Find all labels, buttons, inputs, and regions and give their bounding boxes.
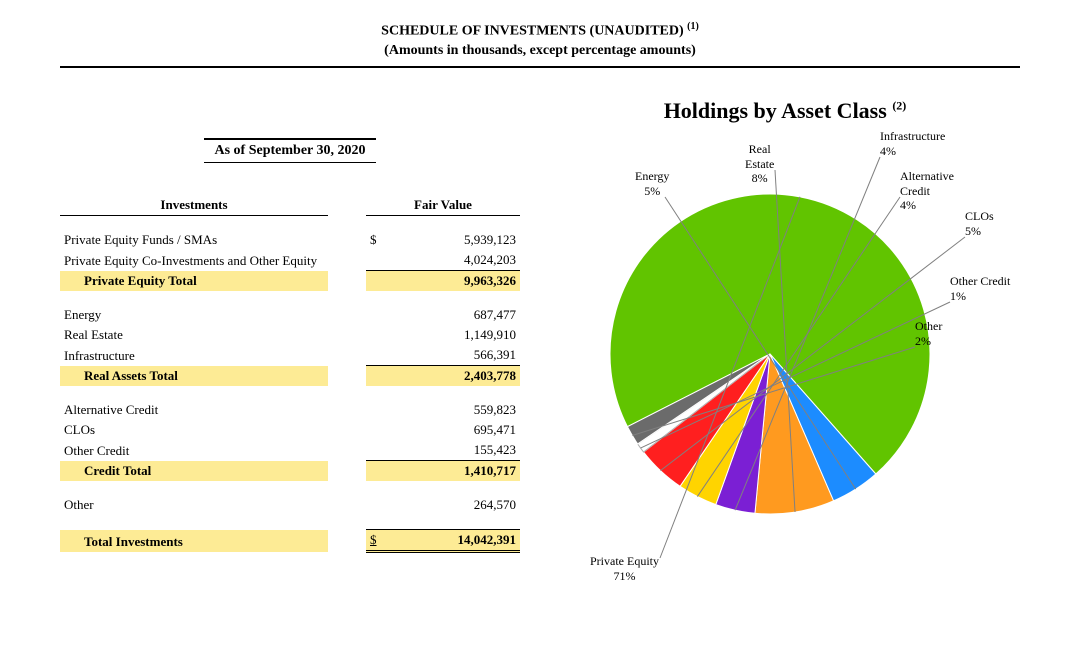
subtotal-row: Private Equity Total 9,963,326 (60, 271, 520, 292)
pie-label-pct: 5% (635, 184, 669, 198)
row-value: 559,823 (388, 400, 520, 420)
pie-label-name: Private Equity (590, 554, 659, 568)
chart-title: Holdings by Asset Class (2) (550, 98, 1020, 124)
grand-total-value: 14,042,391 (388, 530, 520, 552)
column-header-investments: Investments (60, 193, 328, 216)
pie-label-name: Other Credit (950, 274, 1010, 288)
pie-label: Private Equity71% (590, 554, 659, 583)
row-value: 695,471 (388, 420, 520, 440)
subtotal-row: Real Assets Total 2,403,778 (60, 366, 520, 387)
pie-chart: Private Equity71%Energy5%Real Estate8%In… (520, 124, 1020, 604)
pie-label: Other Credit1% (950, 274, 1010, 303)
row-value: 5,939,123 (388, 230, 520, 250)
chart-footnote-2: (2) (892, 99, 906, 113)
pie-label-name: CLOs (965, 209, 994, 223)
leader-line (641, 302, 950, 448)
table-row: Alternative Credit 559,823 (60, 400, 520, 420)
table-row: Private Equity Funds / SMAs $ 5,939,123 (60, 230, 520, 250)
row-value: 264,570 (388, 495, 520, 515)
pie-label-pct: 4% (880, 144, 945, 158)
row-value: 155,423 (388, 440, 520, 461)
subtotal-value: 2,403,778 (388, 366, 520, 387)
pie-label: Real Estate8% (745, 142, 774, 185)
row-label: Private Equity Funds / SMAs (60, 230, 328, 250)
pie-label-name: Alternative Credit (900, 169, 954, 198)
pie-label-pct: 5% (965, 224, 994, 238)
table-row: Other 264,570 (60, 495, 520, 515)
table-row: Infrastructure 566,391 (60, 345, 520, 366)
subtotal-row: Credit Total 1,410,717 (60, 461, 520, 482)
leader-line (660, 197, 800, 558)
row-label: Real Estate (60, 325, 328, 345)
pie-label-name: Other (915, 319, 942, 333)
row-label: Alternative Credit (60, 400, 328, 420)
row-value: 687,477 (388, 305, 520, 325)
pie-label: Other2% (915, 319, 942, 348)
header-subtitle: (Amounts in thousands, except percentage… (384, 43, 696, 58)
pie-label-pct: 1% (950, 289, 1010, 303)
pie-label-pct: 2% (915, 334, 942, 348)
leader-line (632, 347, 915, 435)
investments-table-panel: As of September 30, 2020 Investments Fai… (60, 108, 520, 604)
header-rule (60, 66, 1020, 68)
page-root: SCHEDULE OF INVESTMENTS (UNAUDITED) (1) … (0, 0, 1080, 655)
table-row: Energy 687,477 (60, 305, 520, 325)
row-label: Private Equity Co-Investments and Other … (60, 250, 328, 271)
table-row: Private Equity Co-Investments and Other … (60, 250, 520, 271)
row-value: 1,149,910 (388, 325, 520, 345)
pie-label-pct: 8% (745, 171, 774, 185)
leader-line (697, 197, 900, 497)
row-label: Energy (60, 305, 328, 325)
pie-label-name: Real Estate (745, 142, 774, 171)
pie-chart-panel: Holdings by Asset Class (2) Private Equi… (520, 108, 1020, 604)
pie-label: CLOs5% (965, 209, 994, 238)
investments-table: Investments Fair Value Private Equity Fu… (60, 193, 520, 553)
as-of-date: As of September 30, 2020 (204, 138, 375, 163)
content-row: As of September 30, 2020 Investments Fai… (60, 108, 1020, 604)
chart-title-text: Holdings by Asset Class (664, 98, 887, 123)
pie-label-name: Infrastructure (880, 129, 945, 143)
row-label: Infrastructure (60, 345, 328, 366)
grand-total-row: Total Investments $ 14,042,391 (60, 530, 520, 552)
pie-label: Infrastructure4% (880, 129, 945, 158)
header-footnote-1: (1) (687, 21, 699, 32)
subtotal-label: Real Assets Total (60, 366, 328, 387)
leader-line (660, 237, 965, 471)
pie-label-pct: 4% (900, 198, 954, 212)
document-header: SCHEDULE OF INVESTMENTS (UNAUDITED) (1) … (60, 20, 1020, 60)
table-row: Real Estate 1,149,910 (60, 325, 520, 345)
pie-label-pct: 71% (590, 569, 659, 583)
subtotal-label: Private Equity Total (60, 271, 328, 292)
grand-total-label: Total Investments (60, 530, 328, 552)
row-value: 566,391 (388, 345, 520, 366)
table-row: CLOs 695,471 (60, 420, 520, 440)
subtotal-value: 1,410,717 (388, 461, 520, 482)
subtotal-value: 9,963,326 (388, 271, 520, 292)
column-header-fair-value: Fair Value (366, 193, 520, 216)
row-label: Other Credit (60, 440, 328, 461)
currency-symbol: $ (366, 230, 388, 250)
pie-label: Energy5% (635, 169, 669, 198)
row-value: 4,024,203 (388, 250, 520, 271)
subtotal-label: Credit Total (60, 461, 328, 482)
pie-label: Alternative Credit4% (900, 169, 954, 212)
currency-symbol: $ (366, 530, 388, 552)
leader-line (775, 170, 795, 512)
pie-label-name: Energy (635, 169, 669, 183)
row-label: CLOs (60, 420, 328, 440)
row-label: Other (60, 495, 328, 515)
header-title: SCHEDULE OF INVESTMENTS (UNAUDITED) (381, 24, 683, 39)
table-row: Other Credit 155,423 (60, 440, 520, 461)
